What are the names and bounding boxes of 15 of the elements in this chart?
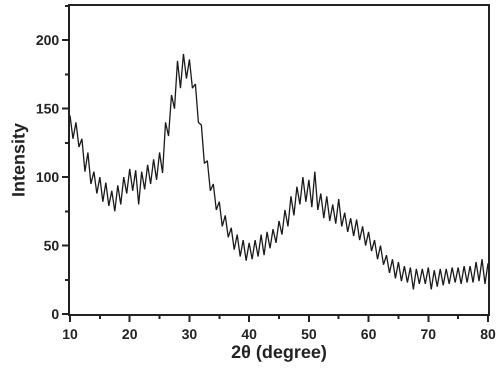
x-tick-label: 70: [420, 326, 436, 342]
x-tick-label: 10: [62, 326, 78, 342]
y-tick-label: 50: [44, 237, 60, 254]
y-tick-label: 100: [36, 169, 60, 186]
y-tick-label: 0: [51, 306, 60, 322]
x-tick-label: 40: [241, 326, 258, 342]
x-tick-label: 50: [301, 326, 317, 342]
x-tick-label: 80: [480, 326, 496, 342]
x-tick-label: 20: [122, 326, 138, 342]
x-tick-label: 30: [182, 326, 198, 342]
x-axis-title: 2θ (degree): [231, 342, 327, 362]
x-tick-label: 60: [360, 326, 377, 342]
y-tick-label: 150: [36, 100, 60, 117]
y-axis-title: Intensity: [8, 122, 29, 198]
y-tick-label: 200: [36, 32, 60, 48]
